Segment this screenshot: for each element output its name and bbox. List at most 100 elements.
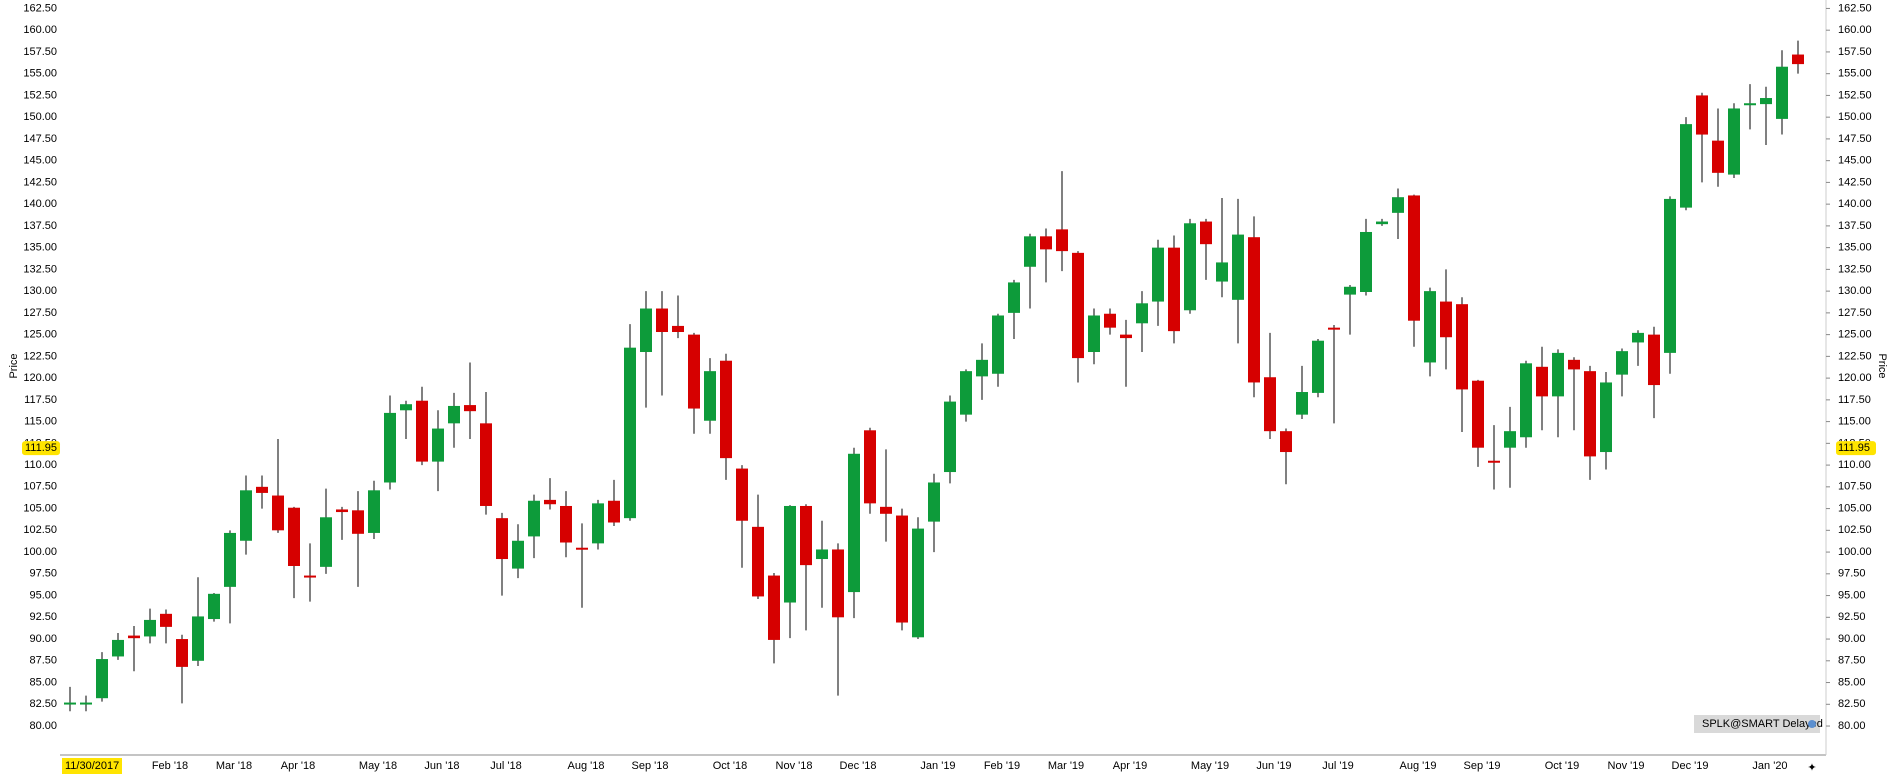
x-tick-label: Sep '19 <box>1464 760 1501 772</box>
y-tick-label: 120.00 <box>23 372 57 384</box>
candle-body <box>1760 98 1772 105</box>
candle-body <box>784 505 796 603</box>
candle-body <box>1168 247 1180 332</box>
x-tick-label: Nov '18 <box>776 760 813 772</box>
candle-body <box>1120 334 1132 339</box>
candle-body <box>320 517 332 567</box>
y-tick-label: 150.00 <box>23 111 57 123</box>
candle-body <box>544 499 556 505</box>
x-label-highlight <box>62 758 122 774</box>
y-axis-title: Price <box>8 353 20 378</box>
y-tick-label-right: 127.50 <box>1838 307 1872 319</box>
candle-body <box>480 423 492 506</box>
candle-body <box>576 547 588 550</box>
y-tick-label: 92.50 <box>29 611 57 623</box>
candle-body <box>416 400 428 462</box>
y-tick-label-right: 152.50 <box>1838 89 1872 101</box>
candle-body <box>944 401 956 473</box>
candle-body <box>848 453 860 593</box>
candle-body <box>240 490 252 541</box>
candle-body <box>208 593 220 620</box>
candle-body <box>368 490 380 533</box>
candle-body <box>1648 334 1660 386</box>
candle-body <box>1776 66 1788 119</box>
candle-body <box>1392 197 1404 213</box>
candle-body <box>1088 315 1100 353</box>
candle-body <box>1728 108 1740 175</box>
x-tick-label: Dec '19 <box>1672 760 1709 772</box>
y-tick-label: 162.50 <box>23 2 57 14</box>
candle-body <box>528 500 540 537</box>
y-tick-label-right: 95.00 <box>1838 589 1866 601</box>
x-tick-label: Apr '18 <box>281 760 316 772</box>
candle-body <box>656 308 668 333</box>
candle-body <box>1584 371 1596 457</box>
y-tick-label-right: 110.00 <box>1838 459 1871 471</box>
y-tick-label: 115.00 <box>24 416 57 428</box>
candle-body <box>1136 303 1148 324</box>
candle-body <box>1568 359 1580 370</box>
candle-body <box>160 613 172 627</box>
y-tick-label-right: 142.50 <box>1838 176 1872 188</box>
y-tick-label-right: 122.50 <box>1838 350 1872 362</box>
x-tick-label: 11/30/2017 <box>65 760 119 772</box>
price-marker-right: 111.95 <box>1838 442 1870 454</box>
y-tick-label: 105.00 <box>23 502 57 514</box>
x-tick-label: Jan '19 <box>920 760 955 772</box>
candle-body <box>1264 377 1276 432</box>
candle-body <box>720 360 732 459</box>
y-tick-label: 102.50 <box>23 524 57 536</box>
y-tick-label-right: 120.00 <box>1838 372 1872 384</box>
candle-body <box>256 486 268 493</box>
x-tick-label: Oct '18 <box>713 760 748 772</box>
candle-body <box>1632 332 1644 343</box>
x-tick-label: Dec '18 <box>840 760 877 772</box>
candle-body <box>272 495 284 531</box>
candle-body <box>1664 198 1676 353</box>
y-tick-label-right: 135.00 <box>1838 242 1872 254</box>
candle-body <box>752 526 764 597</box>
candle-body <box>1184 223 1196 311</box>
candle-body <box>768 575 780 640</box>
y-tick-label: 85.00 <box>29 676 57 688</box>
candle-body <box>448 405 460 424</box>
candle-body <box>496 518 508 560</box>
candle-body <box>144 619 156 637</box>
candle-body <box>512 540 524 569</box>
candle-body <box>1424 291 1436 363</box>
y-tick-label: 122.50 <box>23 350 57 362</box>
candle-body <box>1200 221 1212 245</box>
y-tick-label-right: 157.50 <box>1838 46 1872 58</box>
candle-body <box>176 639 188 667</box>
y-tick-label: 152.50 <box>23 89 57 101</box>
candle-body <box>960 371 972 415</box>
y-tick-label: 90.00 <box>29 633 57 645</box>
candle-body <box>192 616 204 661</box>
x-tick-label: Feb '18 <box>152 760 188 772</box>
y-tick-label: 140.00 <box>23 198 57 210</box>
candle-body <box>832 549 844 618</box>
y-tick-label: 97.50 <box>29 568 57 580</box>
y-tick-label: 110.00 <box>24 459 57 471</box>
x-tick-label: Nov '19 <box>1608 760 1645 772</box>
candle-body <box>976 359 988 377</box>
candle-body <box>1504 431 1516 448</box>
y-tick-label: 80.00 <box>29 720 57 732</box>
y-tick-label-right: 160.00 <box>1838 24 1872 36</box>
corner-icon: ✦ <box>1807 762 1816 774</box>
candle-body <box>224 532 236 587</box>
candle-body <box>1408 195 1420 321</box>
candle-body <box>112 639 124 657</box>
candle-body <box>1744 103 1756 106</box>
y-tick-label-right: 137.50 <box>1838 220 1872 232</box>
y-tick-label-right: 147.50 <box>1838 133 1872 145</box>
candle-body <box>1376 221 1388 225</box>
y-tick-label-right: 90.00 <box>1838 633 1866 645</box>
candle-body <box>1152 247 1164 302</box>
y-tick-label-right: 140.00 <box>1838 198 1872 210</box>
candle-body <box>64 702 76 705</box>
candle-body <box>432 428 444 462</box>
y-tick-label-right: 102.50 <box>1838 524 1872 536</box>
